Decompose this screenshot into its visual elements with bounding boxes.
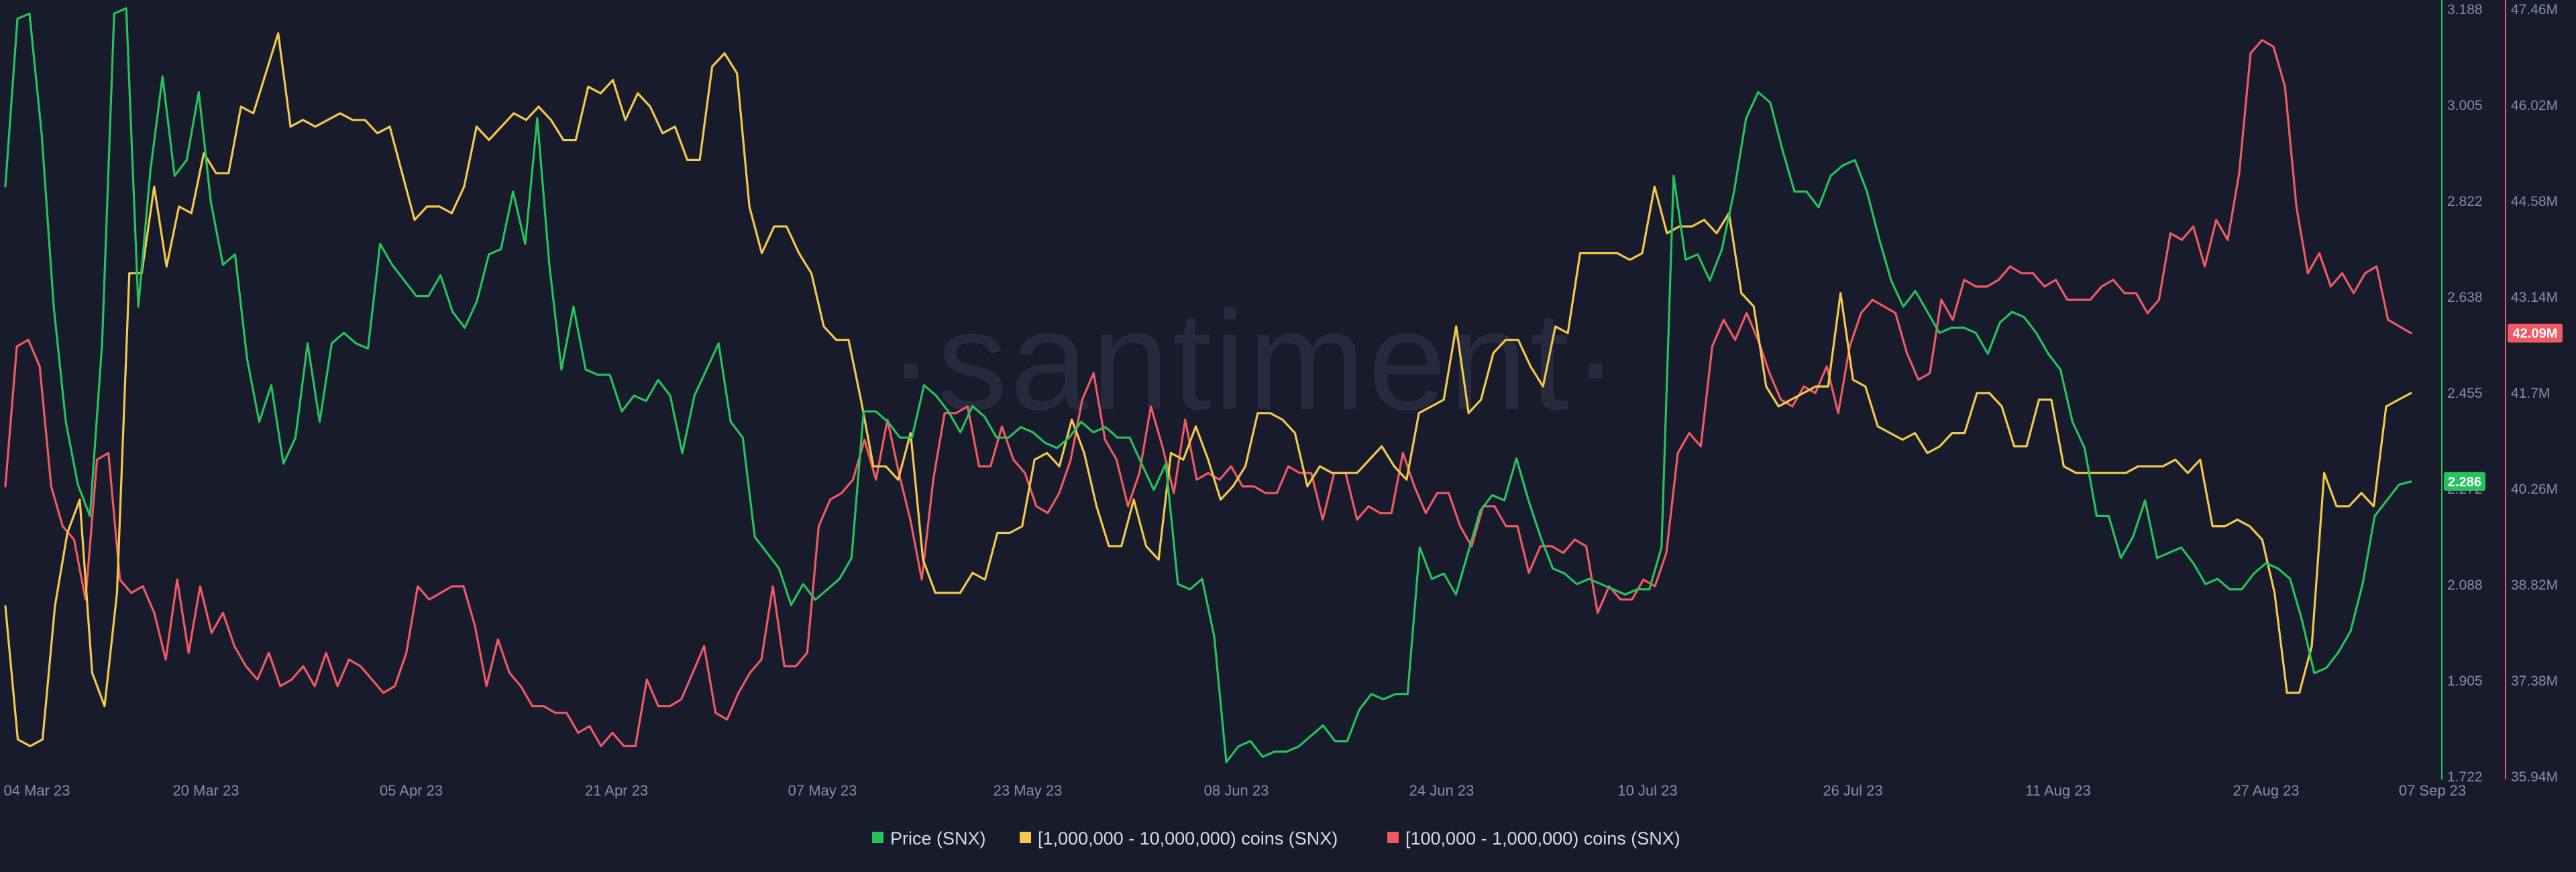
x-tick-label: 05 Apr 23 [380,782,443,799]
price-tick-label: 3.188 [2447,2,2483,17]
x-tick-label: 27 Aug 23 [2233,782,2299,799]
legend-item-price[interactable]: Price (SNX) [872,828,986,849]
holders-tick-label: 38.82M [2511,578,2558,593]
holders-tick-label: 41.7M [2511,386,2550,401]
legend-swatch [872,832,883,843]
last-value-badges: 2.286 42.09M [2444,323,2563,491]
price-tick-label: 2.822 [2447,194,2483,209]
series-line-price[interactable] [4,7,2412,763]
price-tick-label: 1.722 [2447,769,2483,785]
holders-tick-label: 47.46M [2511,2,2558,17]
price-last-value-badge [2444,472,2485,491]
price-tick-label: 2.088 [2447,578,2483,593]
legend-swatch [1387,832,1399,843]
x-tick-label: 21 Apr 23 [585,782,648,799]
price-tick-label: 2.455 [2447,386,2483,401]
price-tick-label: 2.638 [2447,290,2483,305]
holders-tick-label: 43.14M [2511,290,2558,305]
x-tick-label: 07 May 23 [788,782,857,799]
legend-label: Price (SNX) [890,828,986,849]
holders-last-value-text: 42.09M [2513,327,2558,341]
legend-swatch [1020,832,1031,843]
x-tick-label: 23 May 23 [994,782,1063,799]
x-tick-label: 20 Mar 23 [172,782,239,799]
x-tick-label: 11 Aug 23 [2025,782,2090,799]
x-tick-label: 10 Jul 23 [1617,782,1677,799]
series-line-large[interactable] [4,32,2412,747]
series-layer [4,7,2412,763]
price-tick-label: 3.005 [2447,98,2483,113]
holders-tick-label: 37.38M [2511,673,2558,689]
x-tick-label: 07 Sep 23 [2399,782,2466,799]
legend-item-mid[interactable]: [100,000 - 1,000,000) coins (SNX) [1387,828,1680,849]
x-tick-label: 24 Jun 23 [1409,782,1474,799]
holders-last-value-badge [2508,323,2563,343]
x-tick-label: 08 Jun 23 [1204,782,1269,799]
legend[interactable]: Price (SNX) [1,000,000 - 10,000,000) coin… [872,828,1680,849]
price-axis-ticks: 3.1883.0052.8222.6382.4552.2722.0881.905… [2447,2,2483,785]
holders-tick-label: 44.58M [2511,194,2558,209]
axis-lines [2441,0,2506,779]
price-last-value-text: 2.286 [2448,475,2481,490]
series-line-mid[interactable] [4,39,2412,747]
holders-tick-label: 35.94M [2511,769,2558,785]
legend-label: [100,000 - 1,000,000) coins (SNX) [1405,828,1680,849]
santiment-watermark: ·santiment· [888,282,1621,439]
price-tick-label: 1.905 [2447,673,2483,689]
x-axis-ticks: 04 Mar 23 20 Mar 23 05 Apr 23 21 Apr 23 07 M… [3,782,2466,799]
holders-tick-label: 40.26M [2511,482,2558,497]
legend-item-large[interactable]: [1,000,000 - 10,000,000) coins (SNX) [1020,828,1338,849]
legend-label: [1,000,000 - 10,000,000) coins (SNX) [1038,828,1338,849]
x-tick-label: 26 Jul 23 [1823,782,1882,799]
x-tick-label: 04 Mar 23 [3,782,70,799]
holders-tick-label: 46.02M [2511,98,2558,113]
holders-axis-ticks: 47.46M 46.02M 44.58M 43.14M 41.7M 40.26M 38.82… [2511,2,2558,785]
